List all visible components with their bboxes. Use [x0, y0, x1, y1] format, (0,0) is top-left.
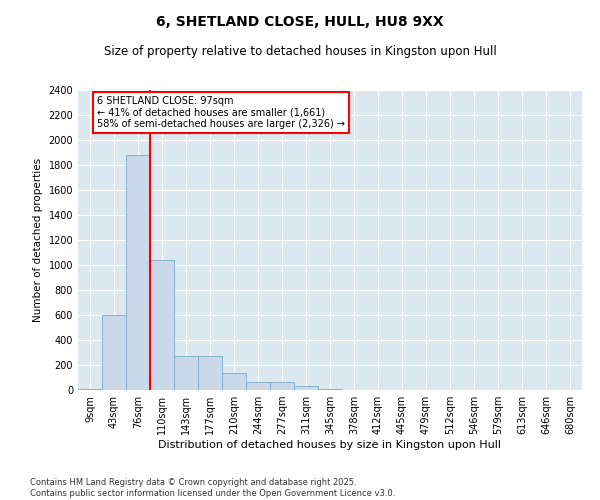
Text: 6, SHETLAND CLOSE, HULL, HU8 9XX: 6, SHETLAND CLOSE, HULL, HU8 9XX: [156, 15, 444, 29]
Text: Contains HM Land Registry data © Crown copyright and database right 2025.
Contai: Contains HM Land Registry data © Crown c…: [30, 478, 395, 498]
Text: Size of property relative to detached houses in Kingston upon Hull: Size of property relative to detached ho…: [104, 45, 496, 58]
Bar: [126, 155, 150, 390]
Text: 6 SHETLAND CLOSE: 97sqm
← 41% of detached houses are smaller (1,661)
58% of semi: 6 SHETLAND CLOSE: 97sqm ← 41% of detache…: [97, 96, 345, 130]
Bar: [102, 315, 126, 390]
Bar: [294, 386, 318, 390]
Bar: [174, 356, 198, 390]
Bar: [78, 389, 102, 390]
X-axis label: Distribution of detached houses by size in Kingston upon Hull: Distribution of detached houses by size …: [158, 440, 502, 450]
Y-axis label: Number of detached properties: Number of detached properties: [33, 158, 43, 322]
Bar: [246, 382, 270, 390]
Bar: [270, 382, 294, 390]
Bar: [198, 356, 222, 390]
Bar: [222, 372, 246, 390]
Bar: [150, 260, 174, 390]
